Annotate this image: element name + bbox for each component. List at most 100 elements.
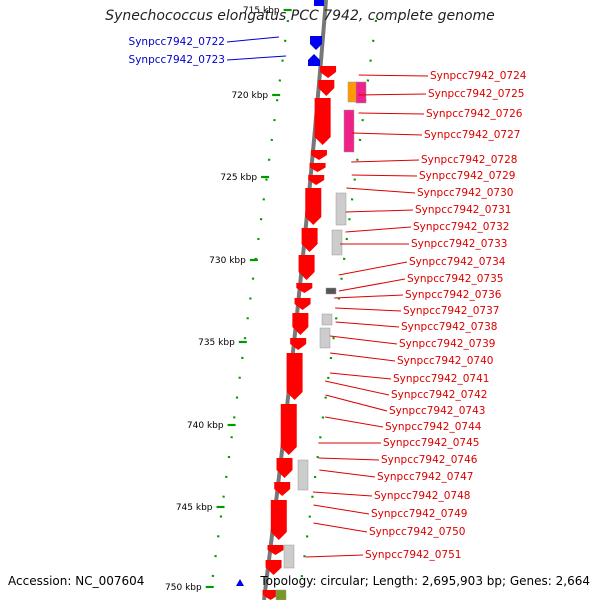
gene-label-right: Synpcc7942_0731 [415,204,511,216]
gene-arrow-minus [265,560,282,575]
scale-tick-label: 715 kbp [243,6,280,16]
gene-label-right: Synpcc7942_0749 [371,508,467,520]
cds-block [355,81,367,104]
gene-label-right: Synpcc7942_0746 [381,454,478,466]
label-connector [358,74,429,77]
scale-tick-label: 740 kbp [187,421,224,431]
scale-tick-label: 725 kbp [220,173,257,183]
cds-block [319,327,331,349]
gene-label-left: Synpcc7942_0723 [129,54,225,66]
gene-label-right: Synpcc7942_0728 [421,154,517,166]
gene-arrow-plus [308,54,320,66]
gene-arrow-minus [286,353,303,400]
label-connector [338,278,406,292]
gene-arrow-plus [310,36,322,50]
gene-label-right: Synpcc7942_0751 [365,549,461,561]
label-connector [325,394,388,412]
cds-block [297,459,309,491]
label-connector [226,36,280,43]
gene-block-plus [314,0,324,6]
gene-arrow-minus [305,188,322,225]
gene-arrow-minus [290,338,307,350]
gene-arrow-minus [280,404,297,455]
label-connector [324,380,390,396]
label-connector [345,226,412,233]
label-connector [329,335,398,345]
gene-label-right: Synpcc7942_0742 [391,389,487,401]
gene-label-right: Synpcc7942_0726 [426,108,523,120]
label-connector [334,294,404,299]
label-connector [305,554,364,558]
scale-dotted-line-right [298,19,378,591]
label-connector [351,174,418,177]
gene-arrow-minus [270,500,287,540]
gene-label-right: Synpcc7942_0735 [407,273,503,285]
gene-label-right: Synpcc7942_0729 [419,170,515,182]
gene-arrow-plus [236,579,244,586]
gene-label-right: Synpcc7942_0736 [405,289,502,301]
cds-block [343,109,355,153]
label-connector [358,112,425,115]
cds-block [275,589,287,600]
genome-title: Synechococcus elongatus PCC 7942, comple… [105,8,495,24]
gene-label-right: Synpcc7942_0747 [377,471,473,483]
label-connector [330,352,396,362]
gene-arrow-minus [267,545,284,555]
gene-label-right: Synpcc7942_0727 [424,129,520,141]
gene-arrow-minus [262,590,279,600]
label-connector [329,372,392,380]
label-connector [352,132,423,136]
gene-label-right: Synpcc7942_0738 [401,321,497,333]
gene-arrow-minus [294,298,311,310]
gene-label-right: Synpcc7942_0739 [399,338,495,350]
accession-label: Accession: NC_007604 [8,574,145,588]
gene-label-right: Synpcc7942_0750 [369,526,465,538]
label-connector [358,93,427,96]
label-connector [226,55,287,61]
gene-arrow-minus [301,228,318,252]
gene-arrow-minus [320,66,337,78]
scale-tick-label: 730 kbp [209,256,246,266]
scale-tick-label: 735 kbp [198,338,235,348]
gene-arrow-minus [314,98,331,145]
gene-arrow-minus [292,313,309,335]
gene-label-right: Synpcc7942_0745 [383,437,479,449]
cds-block [335,192,347,226]
cds-block [283,544,295,569]
gene-label-right: Synpcc7942_0734 [409,256,506,268]
label-connector [345,209,414,213]
gene-arrow-minus [274,482,291,496]
gene-label-right: Synpcc7942_0732 [413,221,509,233]
label-connector [335,307,402,312]
label-connector [313,504,370,515]
label-connector [325,416,384,428]
scale-tick-label: 750 kbp [165,583,202,593]
gene-label-right: Synpcc7942_0733 [411,238,507,250]
label-connector [319,469,376,478]
gene-arrow-minus [298,255,315,280]
cds-block [321,313,333,326]
label-connector [346,187,416,194]
label-connector [338,261,408,276]
scale-tick-label: 745 kbp [176,503,213,513]
gene-label-left: Synpcc7942_0722 [129,36,225,48]
gene-label-right: Synpcc7942_0725 [428,88,524,100]
gene-label-right: Synpcc7942_0724 [430,70,527,82]
gene-label-right: Synpcc7942_0748 [374,490,470,502]
gene-label-right: Synpcc7942_0743 [389,405,485,417]
gene-arrow-minus [318,80,335,96]
cds-block [325,287,337,295]
label-connector [312,491,373,497]
gene-label-right: Synpcc7942_0741 [393,373,489,385]
cds-block [331,229,343,256]
label-connector [313,522,368,533]
gene-arrow-minus [309,163,326,172]
gene-label-right: Synpcc7942_0730 [417,187,513,199]
scale-tick-label: 720 kbp [231,91,268,101]
gene-label-right: Synpcc7942_0737 [403,305,499,317]
gene-label-right: Synpcc7942_0744 [385,421,482,433]
gene-label-right: Synpcc7942_0740 [397,355,493,367]
label-connector [335,321,400,328]
